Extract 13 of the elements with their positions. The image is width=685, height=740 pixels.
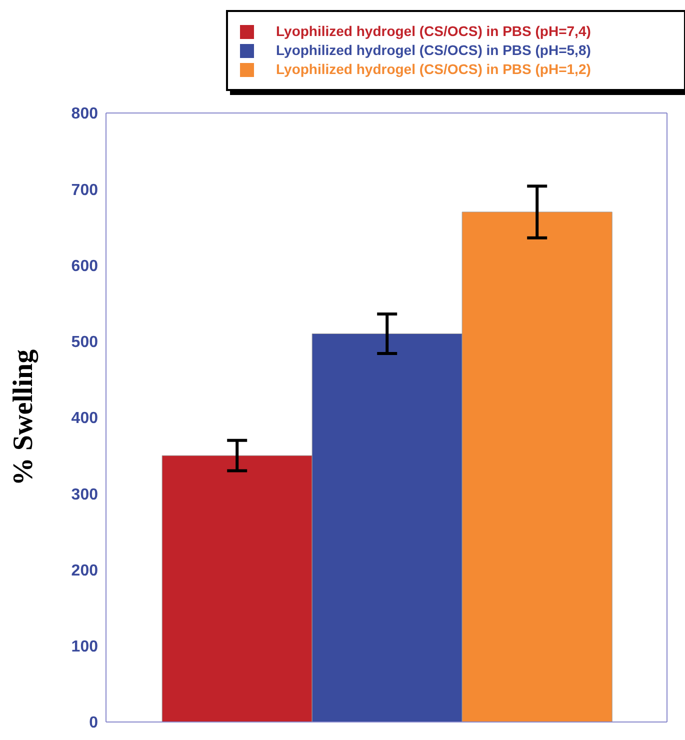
y-axis-title: % Swelling [8, 349, 39, 486]
y-tick-label: 0 [89, 714, 98, 732]
legend-label: Lyophilized hydrogel (CS/OCS) in PBS (pH=5,8) [276, 41, 591, 60]
y-tick-label: 800 [71, 106, 98, 123]
y-tick-label: 100 [71, 638, 98, 656]
legend-label: Lyophilized hydrogel (CS/OCS) in PBS (pH=7,4) [276, 22, 591, 41]
y-tick-label: 600 [71, 258, 98, 275]
y-tick-label: 200 [71, 562, 98, 580]
y-tick-label: 400 [71, 410, 98, 428]
y-tick-label: 700 [71, 182, 98, 199]
y-tick-label: 500 [71, 334, 98, 352]
y-tick-label: 300 [71, 486, 98, 504]
legend-label: Lyophilized hydrogel (CS/OCS) in PBS (pH=1,2) [276, 60, 591, 79]
